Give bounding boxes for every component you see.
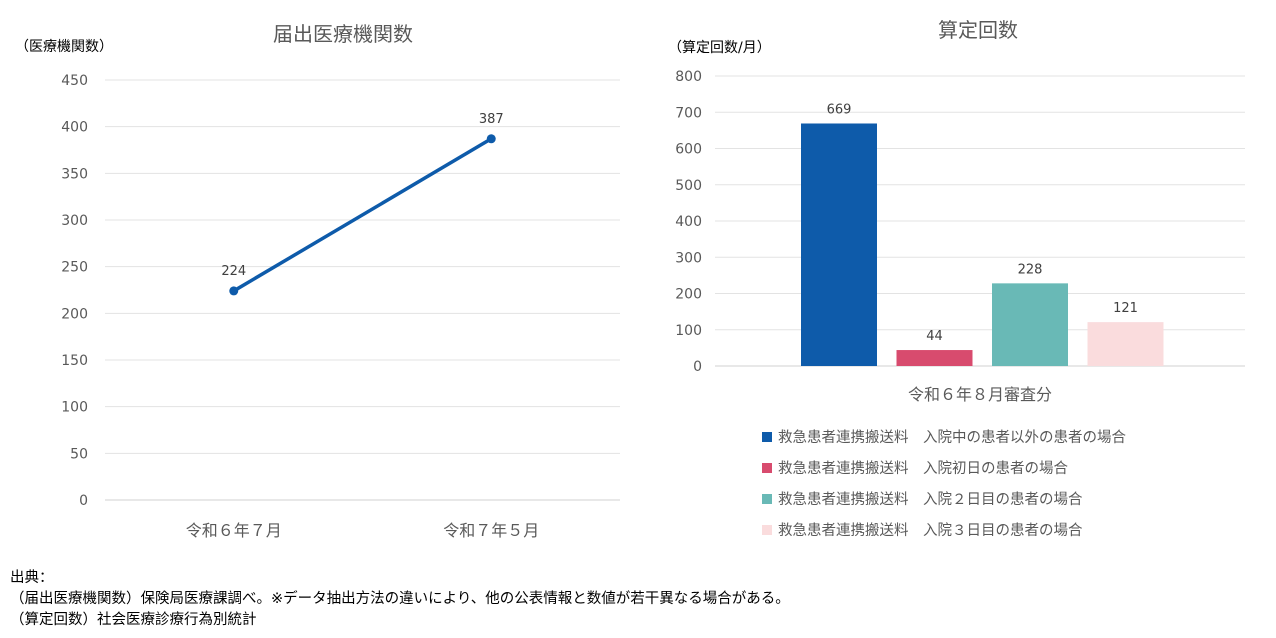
y-tick-label: 500 <box>675 178 702 194</box>
data-label: 228 <box>1018 262 1043 277</box>
data-point <box>229 286 239 296</box>
legend-swatch <box>762 463 772 473</box>
x-category-label: 令和７年５月 <box>443 521 539 540</box>
y-tick-label: 400 <box>61 120 88 136</box>
legend-label: 救急患者連携搬送料 入院３日目の患者の場合 <box>778 522 1083 539</box>
y-tick-label: 100 <box>675 323 702 339</box>
y-axis-label: （医療機関数） <box>15 38 113 55</box>
source-heading: 出典： <box>10 570 54 586</box>
source-note: 出典： （届出医療機関数）保険局医療課調べ。※データ抽出方法の違いにより、他の公… <box>10 568 790 631</box>
y-tick-label: 400 <box>675 214 702 230</box>
legend-label: 救急患者連携搬送料 入院初日の患者の場合 <box>778 460 1068 477</box>
y-tick-label: 350 <box>61 166 88 182</box>
bar <box>801 123 877 366</box>
data-label: 121 <box>1113 301 1138 316</box>
data-label: 387 <box>479 112 504 127</box>
y-tick-label: 200 <box>61 306 88 322</box>
legend-label: 救急患者連携搬送料 入院２日目の患者の場合 <box>778 491 1083 508</box>
bar <box>992 283 1068 366</box>
chart-title: 算定回数 <box>938 18 1018 42</box>
source-line-counts: （算定回数）社会医療診療行為別統計 <box>10 612 257 628</box>
y-tick-label: 0 <box>79 493 88 509</box>
legend-swatch <box>762 494 772 504</box>
x-category-label: 令和６年７月 <box>186 521 282 540</box>
source-line-institutions: （届出医療機関数）保険局医療課調べ。※データ抽出方法の違いにより、他の公表情報と… <box>10 591 790 607</box>
legend-swatch <box>762 525 772 535</box>
data-point <box>486 134 496 144</box>
series-line <box>232 137 493 293</box>
y-tick-label: 300 <box>675 250 702 266</box>
y-tick-label: 450 <box>61 73 88 89</box>
y-tick-label: 300 <box>61 213 88 229</box>
legend-swatch <box>762 432 772 442</box>
y-tick-label: 250 <box>61 260 88 276</box>
y-tick-label: 0 <box>693 359 702 375</box>
bar-chart-calculation-count: 算定回数 （算定回数/月） 0 100 200 300 400 500 600 700 800 669… <box>668 18 1245 539</box>
data-label: 44 <box>926 329 943 344</box>
y-tick-label: 150 <box>61 353 88 369</box>
y-tick-label: 50 <box>70 446 88 462</box>
legend-label: 救急患者連携搬送料 入院中の患者以外の患者の場合 <box>778 429 1126 446</box>
bar <box>896 350 973 366</box>
x-axis-label: 令和６年８月審査分 <box>908 385 1052 404</box>
y-tick-label: 800 <box>675 69 702 85</box>
chart-title: 届出医療機関数 <box>273 22 413 46</box>
line-chart-registered-institutions: 届出医療機関数 （医療機関数） 0 50 100 150 200 250 300 350 400 45… <box>15 22 620 540</box>
bar <box>1087 322 1164 366</box>
y-tick-label: 100 <box>61 400 88 416</box>
y-axis-label: （算定回数/月） <box>668 40 771 56</box>
data-label: 669 <box>827 102 852 117</box>
y-tick-label: 200 <box>675 287 702 303</box>
y-tick-label: 600 <box>675 142 702 158</box>
data-label: 224 <box>221 264 246 279</box>
y-tick-label: 700 <box>675 105 702 121</box>
